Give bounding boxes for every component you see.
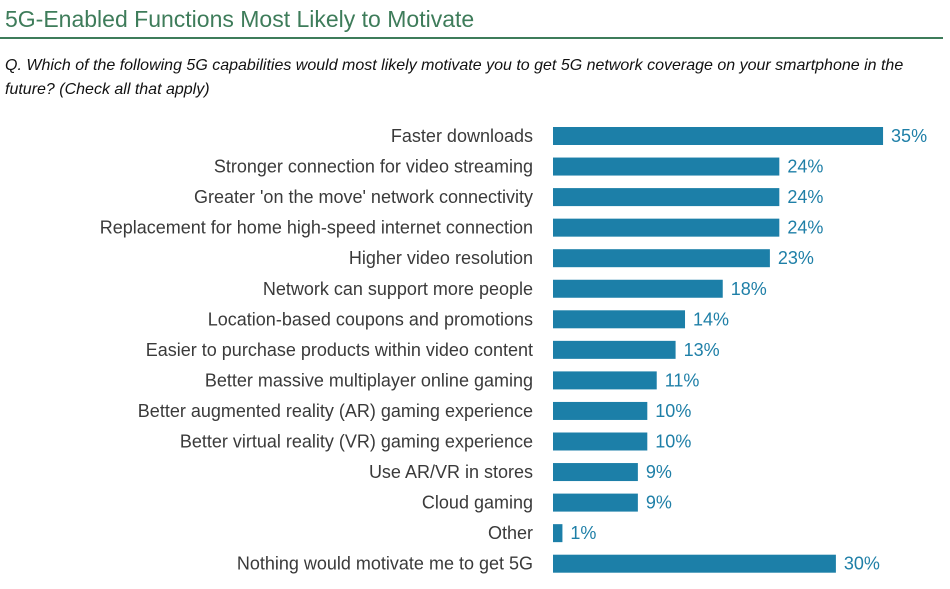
- category-label: Use AR/VR in stores: [369, 462, 533, 482]
- bar: [553, 401, 648, 420]
- value-label: 9%: [646, 493, 672, 513]
- value-label: 11%: [665, 370, 700, 390]
- bar: [553, 554, 836, 573]
- bar: [553, 310, 686, 329]
- category-label: Other: [488, 523, 533, 543]
- category-label: Network can support more people: [263, 279, 533, 299]
- bar: [553, 340, 676, 359]
- bar: [553, 157, 780, 176]
- value-label: 24%: [787, 218, 823, 238]
- value-label: 35%: [891, 126, 927, 146]
- category-label: Better augmented reality (AR) gaming exp…: [138, 401, 533, 421]
- value-label: 30%: [844, 554, 880, 574]
- bar: [553, 371, 657, 390]
- title-divider: [0, 37, 943, 39]
- category-label: Location-based coupons and promotions: [208, 309, 533, 329]
- value-label: 9%: [646, 462, 672, 482]
- value-label: 1%: [570, 523, 596, 543]
- bar: [553, 524, 563, 543]
- value-label: 10%: [655, 401, 691, 421]
- bar: [553, 218, 780, 237]
- bar: [553, 127, 884, 145]
- value-label: 18%: [731, 279, 767, 299]
- category-label: Cloud gaming: [422, 493, 533, 513]
- value-label: 13%: [684, 340, 720, 360]
- survey-question: Q. Which of the following 5G capabilitie…: [5, 57, 904, 98]
- bar: [553, 493, 638, 512]
- category-label: Stronger connection for video streaming: [214, 157, 533, 177]
- category-label: Greater 'on the move' network connectivi…: [194, 187, 533, 207]
- bar: [553, 188, 780, 207]
- category-label: Faster downloads: [391, 126, 533, 146]
- bar: [553, 249, 770, 268]
- category-label: Easier to purchase products within video…: [146, 340, 533, 360]
- category-label: Better virtual reality (VR) gaming exper…: [180, 432, 533, 452]
- value-label: 24%: [787, 187, 823, 207]
- value-label: 23%: [778, 248, 814, 268]
- category-label: Better massive multiplayer online gaming: [205, 370, 533, 390]
- bar: [553, 432, 648, 451]
- category-label: Higher video resolution: [349, 248, 533, 268]
- value-label: 10%: [655, 432, 691, 452]
- bar: [553, 279, 723, 298]
- bar: [553, 463, 638, 482]
- value-label: 14%: [693, 309, 729, 329]
- category-label: Replacement for home high-speed internet…: [100, 218, 533, 238]
- value-label: 24%: [787, 157, 823, 177]
- category-label: Nothing would motivate me to get 5G: [237, 554, 533, 574]
- chart-title: 5G-Enabled Functions Most Likely to Moti…: [5, 6, 475, 32]
